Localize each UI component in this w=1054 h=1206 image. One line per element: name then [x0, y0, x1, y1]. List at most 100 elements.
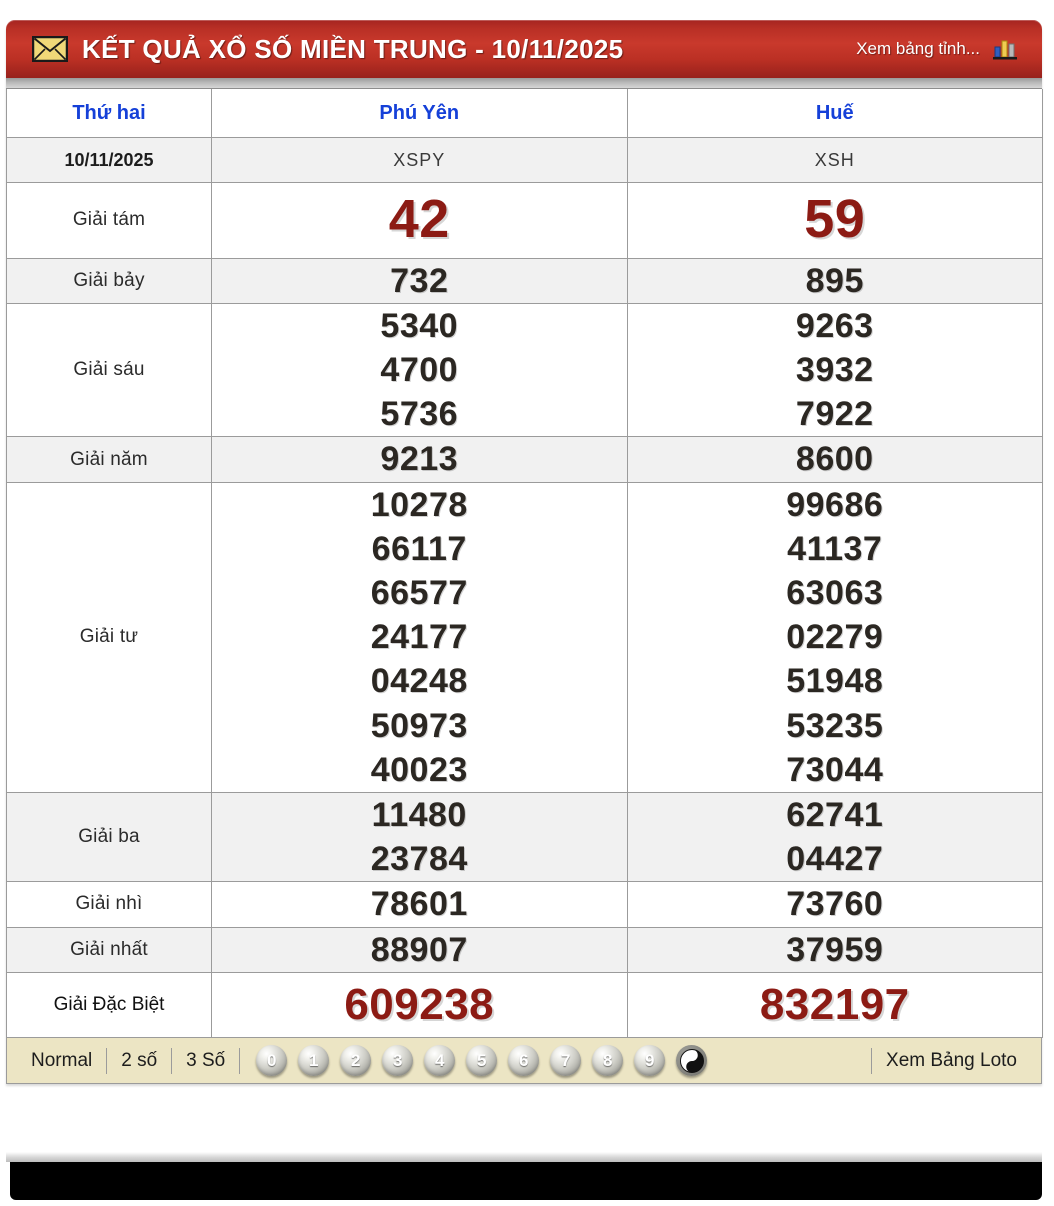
table-row: Giải sáu 5340 4700 5736 9263 3932 7922 — [6, 303, 1043, 438]
lottery-number: 59 — [804, 189, 866, 249]
digit-ball-6[interactable]: 6 — [508, 1045, 540, 1077]
column-header-day: Thứ hai — [6, 89, 212, 138]
header-divider-strip — [6, 78, 1042, 89]
table-row: Giải ba 11480 23784 62741 04427 — [6, 792, 1043, 883]
lottery-number: 732 — [390, 261, 449, 300]
results-table: Thứ hai Phú Yên Huế 10/11/2025 XSPY XSH … — [6, 89, 1043, 1039]
province-code-xspy: XSPY — [211, 137, 628, 183]
prize-numbers-phu-yen: 10278 66117 66577 24177 04248 50973 40023 — [211, 482, 628, 793]
mode-3so-button[interactable]: 3 Số — [186, 1049, 226, 1071]
table-row: Giải Đặc Biệt 609238 832197 — [6, 972, 1043, 1039]
lottery-number: 4700 — [380, 351, 459, 390]
lottery-number: 51948 — [786, 662, 884, 701]
lottery-number: 42 — [388, 189, 450, 249]
prize-numbers-hue: 37959 — [626, 927, 1043, 973]
prize-numbers-hue: 895 — [626, 258, 1043, 304]
prize-numbers-phu-yen: 9213 — [211, 436, 628, 483]
table-header-row: Thứ hai Phú Yên Huế — [6, 89, 1043, 138]
digit-ball-3[interactable]: 3 — [382, 1045, 414, 1077]
bar-chart-icon[interactable] — [992, 37, 1018, 61]
lottery-number: 8600 — [795, 440, 874, 479]
prize-label: Giải nhất — [6, 927, 212, 973]
lottery-number: 40023 — [370, 750, 468, 789]
table-row: Giải nhất 88907 37959 — [6, 927, 1043, 973]
prize-numbers-hue: 832197 — [626, 972, 1043, 1039]
lottery-number: 11480 — [371, 795, 467, 834]
draw-date: 10/11/2025 — [6, 137, 212, 183]
footer-divider — [871, 1047, 873, 1074]
prize-numbers-phu-yen: 78601 — [211, 881, 628, 928]
lottery-number: 04248 — [370, 662, 468, 701]
footer-divider — [239, 1047, 241, 1074]
prize-label: Giải nhì — [6, 881, 212, 928]
prize-label: Giải Đặc Biệt — [6, 972, 212, 1039]
panel-header: KẾT QUẢ XỔ SỐ MIỀN TRUNG - 10/11/2025 Xe… — [6, 20, 1042, 78]
table-row: Giải tư 10278 66117 66577 24177 04248 50973 400… — [6, 482, 1043, 793]
lottery-number: 41137 — [787, 529, 883, 568]
prize-label: Giải ba — [6, 792, 212, 883]
lottery-number: 609238 — [344, 979, 495, 1029]
column-header-phu-yen: Phú Yên — [211, 89, 628, 138]
digit-ball-1[interactable]: 1 — [298, 1045, 330, 1077]
lottery-number: 7922 — [795, 395, 874, 434]
table-subheader-row: 10/11/2025 XSPY XSH — [6, 137, 1043, 183]
prize-numbers-hue: 8600 — [626, 436, 1043, 483]
digit-ball-0[interactable]: 0 — [256, 1045, 288, 1077]
prize-numbers-phu-yen: 11480 23784 — [211, 792, 628, 883]
lottery-number: 9213 — [380, 440, 459, 479]
lottery-number: 24177 — [370, 618, 468, 657]
lottery-number: 23784 — [370, 840, 468, 879]
prize-label: Giải sáu — [6, 303, 212, 438]
page-title: KẾT QUẢ XỔ SỐ MIỀN TRUNG - 10/11/2025 — [82, 33, 624, 64]
lottery-number: 50973 — [370, 706, 468, 745]
lottery-number: 66117 — [371, 529, 467, 568]
lottery-number: 37959 — [786, 930, 884, 969]
lottery-number: 895 — [805, 261, 864, 300]
prize-numbers-phu-yen: 732 — [211, 258, 628, 304]
lottery-number: 73044 — [786, 750, 884, 789]
lottery-number: 04427 — [786, 840, 884, 879]
lottery-number: 02279 — [786, 618, 884, 657]
prize-label: Giải năm — [6, 436, 212, 483]
prize-label: Giải bảy — [6, 258, 212, 304]
footer-divider — [171, 1047, 173, 1074]
digit-ball-2[interactable]: 2 — [340, 1045, 372, 1077]
mode-normal-button[interactable]: Normal — [31, 1049, 93, 1071]
lottery-number: 78601 — [370, 885, 468, 924]
lottery-number: 10278 — [370, 485, 468, 524]
digit-ball-7[interactable]: 7 — [550, 1045, 582, 1077]
prize-numbers-hue: 73760 — [626, 881, 1043, 928]
digit-ball-8[interactable]: 8 — [592, 1045, 624, 1077]
lottery-result-panel: KẾT QUẢ XỔ SỐ MIỀN TRUNG - 10/11/2025 Xe… — [6, 20, 1043, 1085]
prize-numbers-phu-yen: 5340 4700 5736 — [211, 303, 628, 438]
column-header-hue: Huế — [626, 89, 1043, 138]
lottery-number: 5340 — [380, 306, 459, 345]
table-row: Giải tám 42 59 — [6, 182, 1043, 259]
lottery-number: 66577 — [370, 574, 468, 612]
prize-numbers-phu-yen: 609238 — [211, 972, 628, 1039]
lottery-number: 88907 — [370, 930, 468, 969]
lottery-number: 73760 — [786, 885, 884, 924]
lottery-number: 9263 — [795, 306, 874, 345]
footer-divider — [106, 1047, 108, 1074]
prize-numbers-phu-yen: 88907 — [211, 927, 628, 973]
prize-numbers-phu-yen: 42 — [211, 182, 628, 259]
bottom-black-band — [10, 1158, 1042, 1200]
lottery-number: 63063 — [786, 574, 884, 612]
digit-ball-5[interactable]: 5 — [466, 1045, 498, 1077]
lottery-number: 5736 — [380, 395, 459, 434]
lottery-number: 62741 — [786, 795, 884, 834]
prize-label: Giải tư — [6, 482, 212, 793]
digit-ball-4[interactable]: 4 — [424, 1045, 456, 1077]
view-loto-table-link[interactable]: Xem Bảng Loto — [886, 1049, 1017, 1071]
prize-numbers-hue: 99686 41137 63063 02279 51948 53235 73044 — [626, 482, 1043, 793]
table-row: Giải bảy 732 895 — [6, 258, 1043, 304]
digit-ball-9[interactable]: 9 — [634, 1045, 666, 1077]
mode-2so-button[interactable]: 2 số — [121, 1049, 158, 1071]
yin-yang-icon[interactable] — [676, 1045, 708, 1077]
view-province-table-link[interactable]: Xem bảng tỉnh... — [856, 39, 980, 58]
lottery-number: 53235 — [786, 706, 884, 745]
bottom-grey-strip — [6, 1152, 1042, 1162]
